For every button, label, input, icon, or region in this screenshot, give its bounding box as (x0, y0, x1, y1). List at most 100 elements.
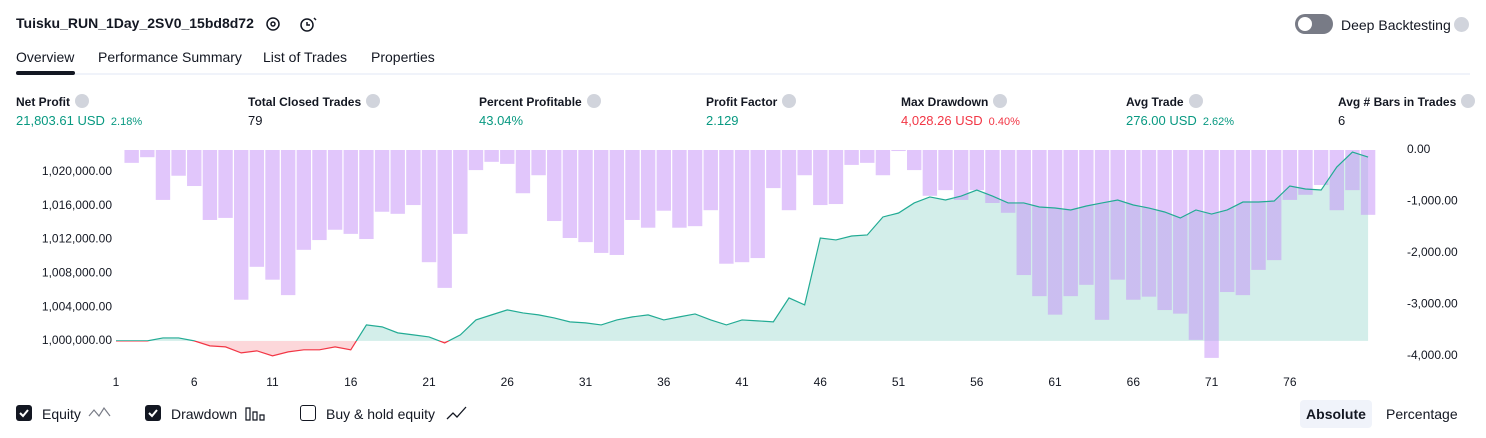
header-icons[interactable] (262, 13, 332, 35)
drawdown-bar (453, 150, 468, 234)
x-tick-label: 46 (814, 375, 828, 389)
stat-value-text: 2.129 (706, 113, 739, 128)
drawdown-bar (813, 150, 828, 206)
drawdown-bar (296, 150, 312, 250)
y2-tick-label: -2,000.00 (1407, 245, 1458, 259)
help-icon[interactable] (1454, 17, 1469, 32)
drawdown-bar (875, 150, 891, 176)
drawdown-bar (1282, 150, 1298, 200)
percentage-button[interactable]: Percentage (1386, 406, 1458, 422)
info-icon[interactable] (366, 94, 381, 108)
drawdown-bar (625, 150, 640, 220)
x-tick-label: 56 (970, 375, 984, 389)
drawdown-bar (1266, 150, 1282, 261)
info-icon[interactable] (782, 94, 797, 108)
x-tick-label: 61 (1048, 375, 1062, 389)
stat-value-text: 6 (1338, 113, 1346, 128)
drawdown-bar (1313, 150, 1329, 185)
y-tick-label: 1,000,000.00 (42, 333, 112, 347)
drawdown-bar (1345, 150, 1360, 191)
drawdown-bar (656, 150, 671, 211)
info-icon[interactable] (586, 94, 601, 108)
strategy-title: Tuisku_RUN_1Day_2SV0_15bd8d72 (16, 15, 254, 31)
stat-value: 2.129 (706, 113, 739, 128)
drawdown-bar (468, 150, 484, 171)
stat-value-text: 276.00 USD (1126, 113, 1197, 128)
drawdown-bar (1000, 150, 1016, 213)
stat-label: Avg Trade (1126, 94, 1203, 109)
y-tick-label: 1,020,000.00 (42, 164, 112, 178)
drawdown-bar (187, 150, 202, 187)
drawdown-bar (1251, 150, 1266, 270)
stat-label: Percent Profitable (479, 94, 601, 109)
buy-hold-checkbox[interactable] (300, 405, 316, 421)
stat-value-text: 4,028.26 USD (901, 113, 983, 128)
drawdown-bar (578, 150, 593, 243)
stat-label: Avg # Bars in Trades (1338, 94, 1476, 109)
drawdown-bar (500, 150, 515, 164)
chart: 1,000,000.00 1,004,000.00 1,008,000.00 1,01… (42, 142, 1458, 389)
legend-drawdown: Drawdown (171, 406, 238, 422)
stat-label: Net Profit (16, 94, 89, 109)
drawdown-bar (953, 150, 969, 200)
absolute-button[interactable]: Absolute (1300, 400, 1372, 428)
deep-backtesting-toggle[interactable] (1295, 14, 1333, 34)
drawdown-bar (844, 150, 859, 165)
drawdown-bar (828, 150, 844, 205)
equity-line (116, 151, 1369, 357)
drawdown-bar (1188, 150, 1204, 340)
tab[interactable]: Overview (16, 49, 75, 65)
drawdown-bar (171, 150, 186, 176)
tab-divider (16, 73, 1470, 75)
drawdown-bar (891, 150, 906, 152)
drawdown-bar (1047, 150, 1063, 315)
drawdown-bar (547, 150, 562, 222)
legend-buy-hold: Buy & hold equity (326, 406, 435, 422)
drawdown-bar (421, 150, 437, 263)
drawdown-bar (1063, 150, 1078, 297)
drawdown-bar (1032, 150, 1047, 297)
stat-value: 21,803.61 USD 2.18% (16, 113, 142, 128)
drawdown-bar (1016, 150, 1031, 276)
drawdown-bar (234, 150, 249, 300)
x-tick-label: 71 (1205, 375, 1219, 389)
drawdown-bar (1298, 150, 1313, 195)
drawdown-bar (609, 150, 625, 255)
drawdown-bar (124, 150, 139, 163)
info-icon[interactable] (993, 94, 1008, 108)
stat-value: 4,028.26 USD 0.40% (901, 113, 1020, 128)
x-tick-label: 1 (113, 375, 120, 389)
stat-label: Profit Factor (706, 94, 797, 109)
drawdown-bar (766, 150, 781, 189)
info-icon[interactable] (75, 94, 89, 108)
tab[interactable]: Performance Summary (98, 49, 242, 65)
x-tick-label: 6 (191, 375, 198, 389)
equity-checkbox[interactable] (16, 405, 32, 421)
drawdown-bar (1360, 150, 1376, 215)
drawdown-bar (484, 150, 499, 162)
info-icon[interactable] (1188, 94, 1203, 108)
tab[interactable]: List of Trades (263, 49, 348, 65)
info-icon[interactable] (1461, 94, 1476, 108)
y-tick-label: 1,012,000.00 (42, 232, 112, 246)
drawdown-bar (1141, 150, 1157, 297)
drawdown-bar (374, 150, 390, 212)
drawdown-bar (140, 150, 155, 158)
tab[interactable]: Properties (371, 49, 435, 65)
x-tick-label: 21 (422, 375, 436, 389)
stat-value: 6 (1338, 113, 1345, 128)
stat-percent: 2.62% (1202, 116, 1235, 128)
drawdown-bar (359, 150, 374, 240)
drawdown-bar (703, 150, 718, 211)
drawdown-checkbox[interactable] (145, 405, 161, 421)
drawdown-bar (1204, 150, 1219, 358)
y2-tick-label: 0.00 (1407, 142, 1431, 156)
drawdown-bar (265, 150, 280, 280)
x-tick-label: 36 (657, 375, 671, 389)
drawdown-bar (1110, 150, 1125, 280)
drawdown-bar (719, 150, 734, 264)
x-tick-label: 76 (1283, 375, 1297, 389)
stat-value: 79 (248, 113, 262, 128)
drawdown-bar (734, 150, 750, 263)
drawdown-bar (985, 150, 1000, 203)
